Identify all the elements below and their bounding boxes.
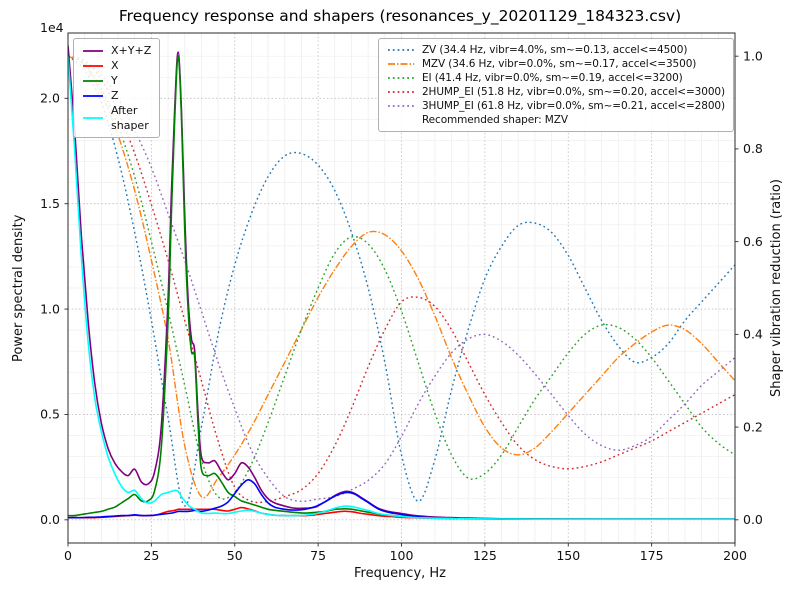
legend-label: ZV (34.4 Hz, vibr=4.0%, sm~=0.13, accel<… bbox=[421, 44, 688, 56]
legend-item-x: X bbox=[82, 58, 151, 73]
legend-item-y: Y bbox=[82, 73, 151, 88]
x-tick-label: 125 bbox=[473, 548, 497, 563]
legend-item-mzv: MZV (34.6 Hz, vibr=0.0%, sm~=0.17, accel… bbox=[387, 57, 725, 71]
line-sample-zv-icon bbox=[387, 45, 415, 55]
legend-shapers: ZV (34.4 Hz, vibr=4.0%, sm~=0.13, accel<… bbox=[377, 38, 734, 132]
line-sample-xyz-icon bbox=[82, 46, 104, 56]
x-axis-label: Frequency, Hz bbox=[353, 566, 447, 581]
curve-shaper-zv bbox=[68, 55, 735, 507]
left-y-tick-label: 1.0 bbox=[40, 301, 60, 316]
x-tick-label: 0 bbox=[64, 548, 72, 563]
line-sample-x-icon bbox=[82, 61, 104, 71]
legend-label: X+Y+Z bbox=[111, 44, 152, 57]
x-tick-label: 100 bbox=[390, 548, 414, 563]
x-tick-label: 50 bbox=[227, 548, 243, 563]
left-y-tick-label: 1.5 bbox=[40, 196, 60, 211]
left-y-tick-label: 0.5 bbox=[40, 407, 60, 422]
legend-label: Y bbox=[111, 74, 118, 87]
curve-shaper-ei bbox=[68, 55, 735, 500]
y-axis-offset-label: 1e4 bbox=[40, 20, 64, 35]
right-y-tick-label: 0.2 bbox=[743, 419, 763, 434]
legend-item-zv: ZV (34.4 Hz, vibr=4.0%, sm~=0.13, accel<… bbox=[387, 43, 725, 57]
line-sample-ei-icon bbox=[387, 73, 415, 83]
left-y-tick-label: 2.0 bbox=[40, 91, 60, 106]
curve-shaper-2hump_ei bbox=[68, 55, 735, 504]
legend-psd: X+Y+Z X Y Z After shaper bbox=[73, 38, 161, 138]
minor-gridlines bbox=[68, 33, 735, 543]
axes: 0 25 50 75 100 125 150 175 200 0.0 0.5 1.0 1.5 2.0 0.0… bbox=[40, 32, 763, 563]
line-sample-3hump-ei-icon bbox=[387, 101, 415, 111]
right-y-tick-label: 0.4 bbox=[743, 327, 763, 342]
legend-label: X bbox=[111, 59, 119, 72]
legend-item-xyz: X+Y+Z bbox=[82, 43, 151, 58]
curve-shaper-mzv bbox=[68, 55, 735, 499]
legend-item-z: Z bbox=[82, 88, 151, 103]
legend-label: Z bbox=[111, 89, 119, 102]
line-sample-after-shaper-icon bbox=[82, 113, 104, 123]
right-y-tick-label: 1.0 bbox=[743, 48, 763, 63]
line-sample-y-icon bbox=[82, 76, 104, 86]
right-y-tick-label: 0.6 bbox=[743, 234, 763, 249]
left-y-tick-label: 0.0 bbox=[40, 512, 60, 527]
right-y-axis-label: Shaper vibration reduction (ratio) bbox=[769, 179, 784, 397]
legend-label: EI (41.4 Hz, vibr=0.0%, sm~=0.19, accel<… bbox=[421, 72, 683, 84]
legend-item-after-shaper: After shaper bbox=[82, 103, 151, 133]
right-y-tick-label: 0.0 bbox=[743, 512, 763, 527]
line-sample-mzv-icon bbox=[387, 59, 415, 69]
x-tick-label: 75 bbox=[310, 548, 326, 563]
legend-item-ei: EI (41.4 Hz, vibr=0.0%, sm~=0.19, accel<… bbox=[387, 71, 725, 85]
x-tick-label: 175 bbox=[640, 548, 664, 563]
curve-psd-z bbox=[68, 478, 735, 521]
legend-label: After shaper bbox=[111, 104, 149, 132]
recommended-shaper-note: Recommended shaper: MZV bbox=[387, 113, 725, 127]
legend-item-2hump-ei: 2HUMP_EI (51.8 Hz, vibr=0.0%, sm~=0.20, … bbox=[387, 85, 725, 99]
x-tick-label: 200 bbox=[723, 548, 747, 563]
line-sample-2hump-ei-icon bbox=[387, 87, 415, 97]
x-tick-label: 25 bbox=[143, 548, 159, 563]
chart-curves bbox=[68, 45, 735, 521]
legend-label: 3HUMP_EI (61.8 Hz, vibr=0.0%, sm~=0.21, … bbox=[421, 100, 725, 112]
chart-title: Frequency response and shapers (resonanc… bbox=[118, 7, 682, 25]
x-tick-label: 150 bbox=[556, 548, 580, 563]
legend-label: MZV (34.6 Hz, vibr=0.0%, sm~=0.17, accel… bbox=[421, 58, 697, 70]
line-sample-z-icon bbox=[82, 91, 104, 101]
legend-label: 2HUMP_EI (51.8 Hz, vibr=0.0%, sm~=0.20, … bbox=[421, 86, 725, 98]
curve-psd-x-y-z bbox=[68, 45, 735, 521]
curve-psd-after-shaper bbox=[68, 56, 735, 521]
legend-item-3hump-ei: 3HUMP_EI (61.8 Hz, vibr=0.0%, sm~=0.21, … bbox=[387, 99, 725, 113]
legend-label: Recommended shaper: MZV bbox=[421, 114, 568, 126]
left-y-axis-label: Power spectral density bbox=[11, 214, 26, 362]
right-y-tick-label: 0.8 bbox=[743, 141, 763, 156]
